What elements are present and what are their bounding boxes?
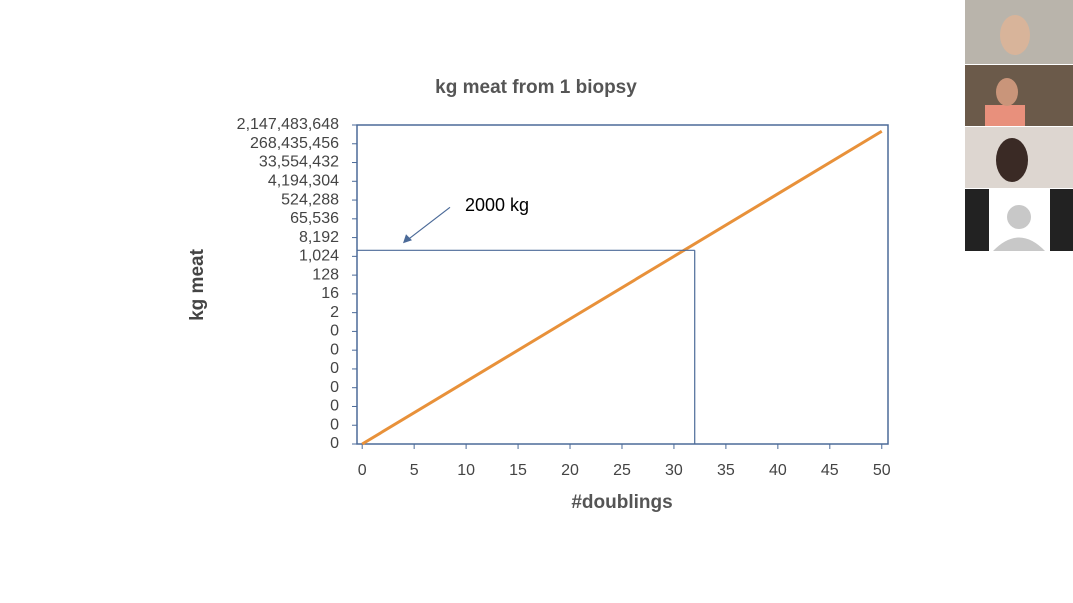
y-axis-label: kg meat: [187, 248, 208, 320]
x-axis-label: #doublings: [571, 492, 672, 513]
y-tick-label: 0: [330, 416, 339, 433]
annotation-arrow: [406, 206, 451, 241]
y-tick-label: 65,536: [290, 210, 339, 227]
data-line: [361, 129, 883, 446]
y-tick-label: 16: [321, 285, 339, 302]
video-tiles: [965, 0, 1073, 251]
x-tick-label: 35: [717, 462, 735, 479]
participant: [1000, 15, 1030, 55]
y-tick-label: 1,024: [299, 248, 339, 265]
y-tick-label: 524,288: [281, 191, 339, 208]
y-tick-label: 2,147,483,648: [237, 116, 339, 133]
y-tick-label: 0: [330, 341, 339, 358]
y-tick-label: 0: [330, 379, 339, 396]
y-tick-label: 268,435,456: [250, 135, 339, 152]
x-tick-label: 50: [873, 462, 891, 479]
plot-frame: [356, 124, 889, 445]
x-tick-label: 40: [769, 462, 787, 479]
y-tick-label: 33,554,432: [259, 154, 339, 171]
y-tick-label: 0: [330, 323, 339, 340]
participant: [985, 105, 1025, 126]
x-tick-label: 25: [613, 462, 631, 479]
y-tick-label: 0: [330, 360, 339, 377]
y-tick-label: 8,192: [299, 229, 339, 246]
y-tick-label: 128: [312, 266, 339, 283]
x-tick-label: 0: [358, 462, 367, 479]
participant: [996, 78, 1018, 106]
avatar-head: [1007, 205, 1031, 229]
x-tick-label: 15: [509, 462, 527, 479]
y-tick-label: 0: [330, 398, 339, 415]
x-tick-label: 30: [665, 462, 683, 479]
x-tick-label: 10: [457, 462, 475, 479]
chart-title: kg meat from 1 biopsy: [435, 77, 637, 98]
y-tick-label: 2: [330, 304, 339, 321]
participant: [996, 138, 1028, 182]
avatar-body: [993, 237, 1045, 251]
x-tick-label: 5: [410, 462, 419, 479]
arrow-head: [403, 234, 412, 244]
x-tick-label: 45: [821, 462, 839, 479]
y-tick-label: 4,194,304: [268, 173, 339, 190]
x-tick-label: 20: [561, 462, 579, 479]
annotation-label: 2000 kg: [465, 195, 529, 215]
y-tick-label: 0: [330, 435, 339, 452]
